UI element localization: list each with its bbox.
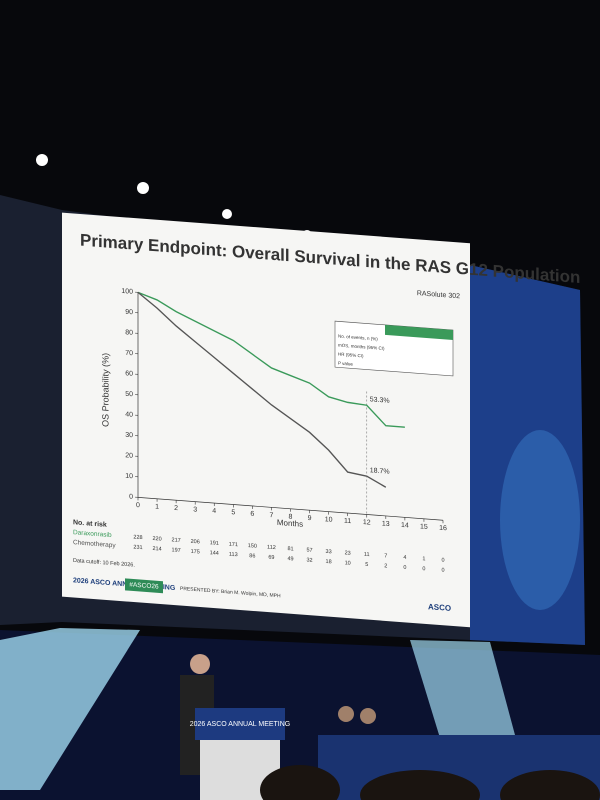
light-stripes-right	[410, 640, 515, 738]
at-risk-value: 231	[133, 544, 142, 551]
x-tick-label: 1	[155, 503, 159, 510]
light-stripes-left	[0, 628, 140, 790]
at-risk-value: 191	[210, 540, 219, 547]
speaker-head	[190, 654, 210, 674]
legend-row: mOS, months (95% CI)	[338, 343, 385, 352]
panelist	[338, 706, 354, 722]
at-risk-value: 2	[384, 563, 387, 569]
podium-label: 2026 ASCO ANNUAL MEETING	[190, 721, 291, 728]
survival-curve	[137, 291, 387, 488]
y-tick-label: 50	[125, 391, 133, 399]
x-tick-label: 13	[382, 520, 390, 528]
slide-bg	[62, 212, 470, 628]
at-risk-value: 49	[287, 556, 293, 562]
at-risk-value: 33	[326, 549, 332, 555]
annotation: 18.7%	[370, 467, 390, 475]
y-tick-label: 80	[125, 329, 133, 337]
at-risk-name: Daraxonrasib	[73, 529, 112, 539]
at-risk-value: 11	[364, 552, 370, 558]
x-tick-label: 4	[212, 508, 216, 515]
side-art	[500, 430, 580, 610]
at-risk-value: 23	[345, 550, 351, 556]
at-risk-value: 112	[267, 544, 276, 551]
x-tick-label: 0	[136, 502, 140, 509]
x-tick-label: 10	[325, 516, 333, 524]
at-risk-name: Chemotherapy	[73, 539, 116, 549]
audience	[360, 770, 480, 800]
at-risk-value: 175	[191, 549, 200, 556]
at-risk-value: 57	[307, 547, 313, 553]
y-tick-label: 30	[125, 432, 133, 440]
legend-row: HR (95% CI)	[338, 352, 364, 359]
podium-top	[195, 708, 285, 740]
panelist	[360, 708, 376, 724]
legend-row: P value	[338, 361, 353, 367]
at-risk-value: 5	[365, 562, 368, 568]
at-risk-value: 32	[307, 557, 313, 563]
at-risk-value: 144	[210, 550, 219, 557]
x-tick-label: 6	[250, 511, 254, 518]
x-tick-label: 2	[174, 505, 178, 512]
audience	[500, 770, 600, 800]
x-tick-label: 7	[269, 512, 273, 519]
x-tick-label: 5	[231, 509, 235, 516]
y-tick-label: 0	[129, 494, 133, 501]
x-tick-label: 11	[344, 518, 351, 526]
at-risk-value: 81	[287, 546, 293, 552]
at-risk-value: 197	[172, 547, 181, 554]
audience	[260, 765, 340, 800]
at-risk-value: 69	[268, 555, 274, 561]
x-tick-label: 15	[420, 523, 428, 531]
at-risk-value: 0	[441, 568, 444, 574]
at-risk-value: 220	[152, 536, 161, 543]
x-tick-label: 8	[289, 513, 293, 520]
study-label: RASolute 302	[417, 290, 460, 300]
at-risk-value: 7	[384, 553, 387, 559]
x-tick-label: 3	[193, 506, 197, 513]
x-axis-label: Months	[277, 518, 303, 529]
at-risk-value: 86	[249, 553, 255, 559]
at-risk-value: 0	[441, 558, 444, 564]
at-risk-title: No. at risk	[73, 519, 107, 529]
at-risk-value: 217	[172, 537, 181, 544]
at-risk-value: 1	[422, 556, 425, 562]
at-risk-value: 228	[133, 534, 142, 541]
x-tick-label: 12	[363, 519, 371, 527]
survival-curve	[137, 291, 405, 428]
y-tick-label: 40	[125, 411, 133, 419]
at-risk-value: 214	[152, 546, 161, 553]
hashtag: #ASCO26	[129, 581, 159, 590]
at-risk-value: 0	[403, 565, 406, 571]
y-tick-label: 100	[121, 288, 133, 296]
y-tick-label: 90	[125, 309, 133, 317]
at-risk-value: 18	[326, 559, 332, 565]
x-tick-label: 16	[439, 525, 447, 533]
asco-logo: ASCO	[428, 602, 451, 613]
y-tick-label: 60	[125, 370, 133, 378]
legend-row: No. of events, n (%)	[338, 334, 378, 342]
x-tick-label: 14	[401, 522, 409, 530]
y-axis-label: OS Probability (%)	[100, 353, 110, 428]
x-tick-label: 9	[308, 515, 312, 522]
y-tick-label: 20	[125, 452, 133, 460]
at-risk-value: 206	[191, 539, 200, 546]
legend-header	[385, 324, 453, 340]
at-risk-value: 171	[229, 542, 238, 549]
at-risk-value: 10	[345, 560, 351, 566]
y-tick-label: 10	[125, 473, 133, 481]
at-risk-value: 0	[422, 566, 425, 572]
at-risk-value: 113	[229, 552, 238, 559]
at-risk-value: 150	[248, 543, 257, 550]
hashtag-bg	[125, 578, 163, 594]
footnote: Data cutoff: 10 Feb 2026.	[73, 558, 135, 569]
y-tick-label: 70	[125, 350, 133, 358]
annotation: 53.3%	[370, 396, 390, 404]
at-risk-value: 4	[403, 555, 406, 561]
